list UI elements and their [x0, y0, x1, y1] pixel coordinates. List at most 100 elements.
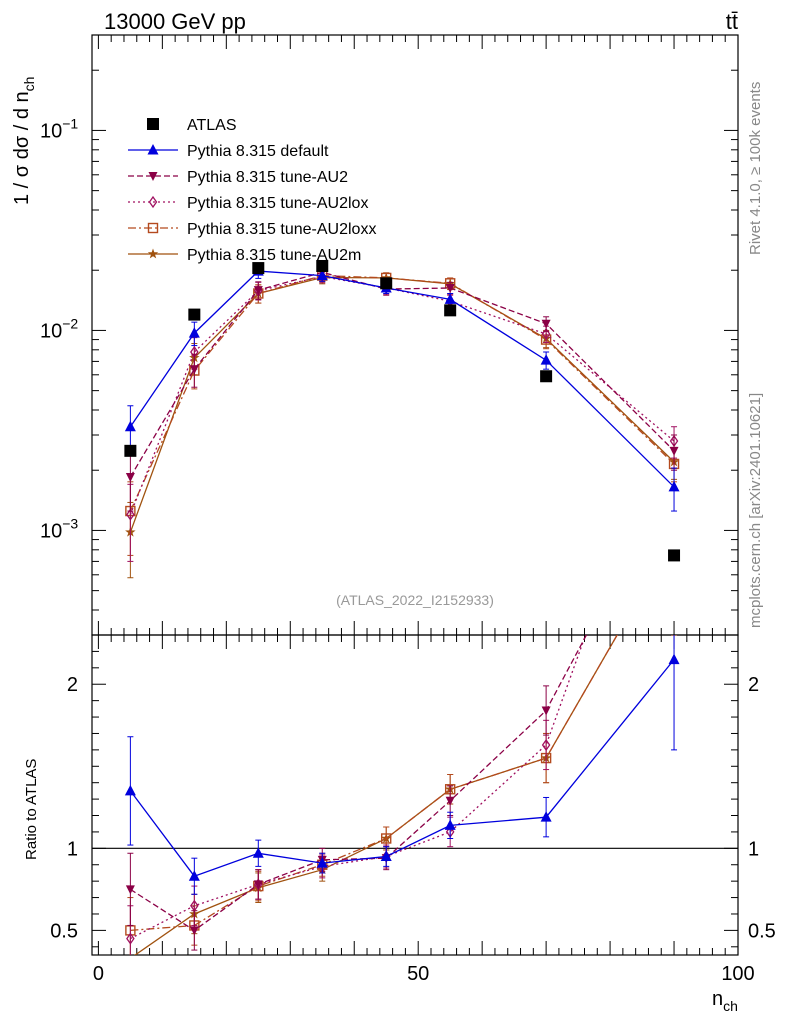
ratio-point	[670, 532, 679, 541]
ratio-y-tick-label: 0.5	[50, 920, 78, 942]
ratio-point	[541, 706, 551, 716]
legend: ATLAS Pythia 8.315 default Pythia 8.315 tu…	[128, 117, 376, 264]
ratio-series-au2lox	[126, 384, 678, 955]
ratio-y-tick-label-right: 0.5	[748, 920, 776, 942]
main-series	[124, 259, 681, 579]
data-point	[124, 444, 137, 457]
legend-label: Pythia 8.315 tune-AU2	[187, 169, 348, 186]
legend-label: Pythia 8.315 default	[187, 143, 329, 160]
analysis-label: (ATLAS_2022_I2152933)	[336, 592, 494, 608]
series-au2loxx	[125, 269, 680, 556]
y-tick-label: 10−3	[40, 515, 78, 542]
data-point	[444, 304, 457, 317]
data-point	[541, 319, 551, 329]
data-point	[252, 262, 265, 275]
ratio-series	[124, 384, 680, 955]
ratio-y-label: Ratio to ATLAS	[23, 759, 40, 860]
y-tick-exponent: −2	[62, 315, 78, 331]
legend-marker	[147, 144, 159, 155]
x-tick-label: 0	[93, 963, 104, 985]
y-tick-label: 10−2	[40, 315, 78, 342]
series-au2lox	[126, 270, 679, 562]
data-point	[541, 327, 551, 341]
data-point	[316, 259, 329, 272]
main-panel: 10−3 10−2 10−1	[40, 34, 739, 636]
legend-label: Pythia 8.315 tune-AU2loxx	[187, 221, 376, 238]
ratio-y-tick-label-right: 1	[748, 838, 759, 860]
ratio-point	[316, 857, 328, 868]
data-point	[445, 283, 455, 293]
legend-label: ATLAS	[187, 117, 237, 134]
x-tick-label: 50	[407, 963, 429, 985]
ratio-series-au2m	[127, 531, 680, 955]
ratio-series-au2	[125, 635, 588, 951]
x-axis-label-sub: ch	[723, 998, 738, 1014]
legend-item: Pythia 8.315 tune-AU2m	[128, 247, 361, 264]
legend-marker	[147, 222, 159, 234]
ratio-point	[124, 784, 136, 796]
side-label-rivet: Rivet 4.1.0, ≥ 100k events	[747, 82, 764, 255]
side-label-mcplots: mcplots.cern.ch [arXiv:2401.10621]	[747, 393, 764, 628]
ratio-point	[252, 847, 264, 858]
series-line	[129, 276, 675, 533]
ratio-y-tick-label: 2	[67, 674, 78, 696]
legend-item: Pythia 8.315 tune-AU2lox	[128, 195, 368, 212]
ratio-series-au2loxx	[125, 532, 679, 955]
legend-item: ATLAS	[147, 117, 237, 134]
data-point	[124, 420, 136, 432]
legend-marker	[147, 248, 159, 259]
x-axis-label: nch	[712, 988, 738, 1014]
ratio-point	[445, 796, 455, 806]
data-point	[669, 446, 679, 456]
legend-label: Pythia 8.315 tune-AU2m	[187, 247, 361, 264]
legend-marker	[148, 172, 158, 181]
main-y-label: 1 / σ dσ / d nch	[11, 77, 37, 205]
ratio-point	[671, 384, 678, 394]
data-point	[380, 277, 393, 290]
series-line	[129, 275, 675, 515]
series-au2m	[125, 271, 680, 579]
series-au2	[125, 266, 679, 512]
data-point	[540, 354, 552, 365]
data-point	[253, 286, 263, 296]
series-atlas	[124, 259, 681, 562]
x-axis: 0 50 100 nch	[93, 963, 755, 1014]
x-tick-label: 100	[721, 963, 754, 985]
data-point	[188, 308, 201, 321]
ratio-line	[134, 635, 618, 955]
series-line	[129, 274, 675, 512]
ratio-point	[380, 850, 392, 862]
ratio-frame	[91, 634, 739, 956]
legend-marker	[147, 118, 159, 130]
legend-marker	[148, 195, 158, 209]
data-point	[444, 293, 456, 304]
ratio-line	[129, 659, 675, 877]
ratio-y-tick-label: 1	[67, 838, 78, 860]
legend-label: Pythia 8.315 tune-AU2lox	[187, 195, 368, 212]
ratio-point	[188, 870, 200, 881]
ratio-y-tick-label-right: 2	[748, 674, 759, 696]
legend-item: Pythia 8.315 default	[128, 143, 329, 160]
ratio-point	[669, 531, 680, 541]
ratio-point	[126, 932, 135, 945]
data-point	[188, 327, 200, 338]
ratio-point	[125, 885, 135, 895]
ratio-point	[540, 811, 552, 822]
ratio-point	[381, 833, 392, 844]
legend-item: Pythia 8.315 tune-AU2loxx	[128, 221, 376, 238]
ratio-line	[130, 635, 618, 932]
data-point	[126, 508, 135, 521]
ratio-line	[130, 635, 587, 940]
ratio-panel: 0.5 0.5 1 1 2 2	[50, 384, 776, 956]
ratio-point	[189, 926, 199, 936]
data-point	[668, 549, 681, 562]
series-line	[129, 270, 675, 488]
data-point	[125, 472, 135, 482]
ratio-point	[253, 880, 263, 890]
y-tick-label: 10−1	[40, 115, 78, 142]
ratio-point	[541, 738, 551, 752]
legend-item: Pythia 8.315 tune-AU2	[128, 169, 348, 186]
series-line	[129, 271, 675, 478]
ratio-series-default	[124, 635, 680, 895]
